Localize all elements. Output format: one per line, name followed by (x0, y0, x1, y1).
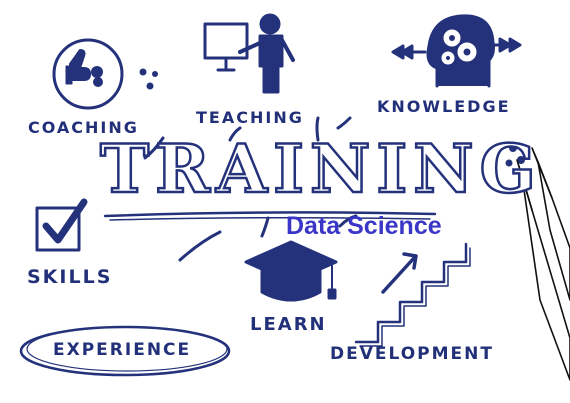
teaching-label: TEACHING (196, 108, 304, 127)
head-gears-icon (426, 14, 495, 88)
experience-ellipse (19, 325, 231, 377)
coaching-dots (139, 68, 158, 90)
development-label: DEVELOPMENT (330, 344, 494, 364)
stairs-arrow-icon (354, 242, 471, 347)
teacher-board-icon (203, 13, 295, 94)
learn-label: LEARN (250, 314, 327, 335)
title-dots (505, 144, 525, 167)
pencils-icon (516, 147, 570, 381)
checkbox-icon (35, 198, 88, 252)
left-arrows (391, 44, 427, 60)
thumbs-up-icon (52, 38, 124, 110)
graduation-cap-icon (244, 240, 338, 302)
subtitle: Data Science (286, 212, 442, 240)
coaching-label: COACHING (28, 118, 139, 137)
experience-label: EXPERIENCE (53, 340, 192, 360)
knowledge-label: KNOWLEDGE (377, 97, 511, 116)
page-title: TRAINING (99, 129, 542, 210)
skills-label: SKILLS (27, 266, 113, 288)
right-arrows (485, 37, 522, 53)
